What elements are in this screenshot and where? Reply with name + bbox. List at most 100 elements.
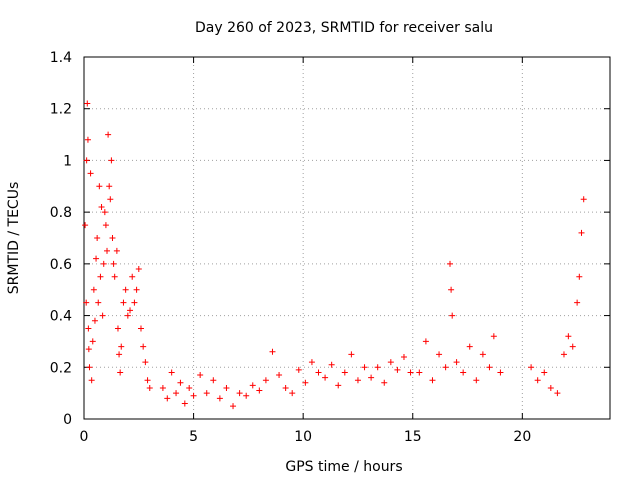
data-point — [394, 366, 401, 373]
x-tick-label: 0 — [80, 429, 89, 445]
data-point — [83, 299, 90, 306]
data-point — [110, 260, 117, 267]
data-point — [448, 286, 455, 293]
data-point — [534, 377, 541, 384]
data-point — [486, 364, 493, 371]
data-point — [99, 312, 106, 319]
data-point — [216, 395, 223, 402]
data-point — [479, 351, 486, 358]
data-point — [381, 379, 388, 386]
data-point — [436, 351, 443, 358]
data-point — [104, 247, 111, 254]
data-point — [308, 359, 315, 366]
tick-layer: 0 0.2 0.4 0.6 0.8 1 1.2 1.4 0 5 10 15 20 — [50, 50, 610, 445]
data-point — [289, 390, 296, 397]
data-point — [186, 384, 193, 391]
y-tick-label: 0.6 — [50, 257, 72, 273]
data-point — [560, 351, 567, 358]
x-axis-label: GPS time / hours — [285, 459, 402, 475]
y-tick-label: 1.2 — [50, 102, 72, 118]
data-point — [164, 395, 171, 402]
data-point — [203, 390, 210, 397]
data-point — [276, 372, 283, 379]
data-point — [85, 346, 92, 353]
x-tick-label: 10 — [294, 429, 312, 445]
data-point — [295, 366, 302, 373]
data-point — [85, 325, 92, 332]
data-point — [547, 384, 554, 391]
data-point — [120, 299, 127, 306]
data-point — [190, 392, 197, 399]
data-point — [453, 359, 460, 366]
data-point — [95, 299, 102, 306]
data-point — [361, 364, 368, 371]
data-point — [129, 273, 136, 280]
data-point — [96, 183, 103, 190]
data-point — [269, 348, 276, 355]
data-point — [460, 369, 467, 376]
data-point — [197, 372, 204, 379]
y-tick-label: 0.8 — [50, 205, 72, 221]
data-point — [374, 364, 381, 371]
data-point — [107, 196, 114, 203]
data-point — [578, 229, 585, 236]
data-point — [230, 403, 237, 410]
data-point — [565, 333, 572, 340]
data-point — [142, 359, 149, 366]
data-point — [574, 299, 581, 306]
data-point — [407, 369, 414, 376]
data-point — [449, 312, 456, 319]
data-point — [173, 390, 180, 397]
y-axis-label: SRMTID / TECUs — [6, 182, 22, 295]
data-point — [368, 374, 375, 381]
data-point — [322, 374, 329, 381]
data-point — [181, 400, 188, 407]
data-point — [84, 136, 91, 143]
data-point — [90, 286, 97, 293]
data-point — [569, 343, 576, 350]
grid-layer — [84, 57, 610, 419]
data-point — [223, 384, 230, 391]
data-point — [109, 235, 116, 241]
data-point — [249, 382, 256, 389]
data-point — [117, 369, 124, 376]
data-point — [140, 343, 147, 350]
data-point — [490, 333, 497, 340]
data-point — [105, 131, 112, 138]
data-point — [100, 260, 107, 267]
data-point — [159, 384, 166, 391]
data-point — [315, 369, 322, 376]
data-point — [127, 307, 134, 314]
data-point — [133, 286, 140, 293]
data-point — [146, 384, 153, 391]
x-tick-label: 5 — [189, 429, 198, 445]
data-layer — [82, 100, 587, 410]
data-point — [442, 364, 449, 371]
data-point — [144, 377, 151, 384]
data-point — [111, 273, 118, 280]
data-point — [91, 317, 98, 324]
data-point — [236, 390, 243, 397]
y-tick-label: 1 — [63, 153, 72, 169]
data-point — [328, 361, 335, 368]
data-point — [108, 157, 115, 164]
x-tick-label: 15 — [404, 429, 422, 445]
data-point — [82, 222, 89, 229]
data-point — [113, 247, 120, 254]
y-tick-label: 0 — [63, 412, 72, 428]
data-point — [101, 209, 108, 216]
data-point — [541, 369, 548, 376]
data-point — [528, 364, 535, 371]
data-point — [473, 377, 480, 384]
data-point — [354, 377, 361, 384]
x-tick-label: 20 — [513, 429, 531, 445]
data-point — [93, 255, 100, 262]
data-point — [416, 369, 423, 376]
data-point — [177, 379, 184, 386]
data-point — [98, 203, 105, 210]
data-point — [124, 312, 131, 319]
data-point — [447, 260, 454, 267]
y-tick-label: 0.2 — [50, 360, 72, 376]
data-point — [341, 369, 348, 376]
